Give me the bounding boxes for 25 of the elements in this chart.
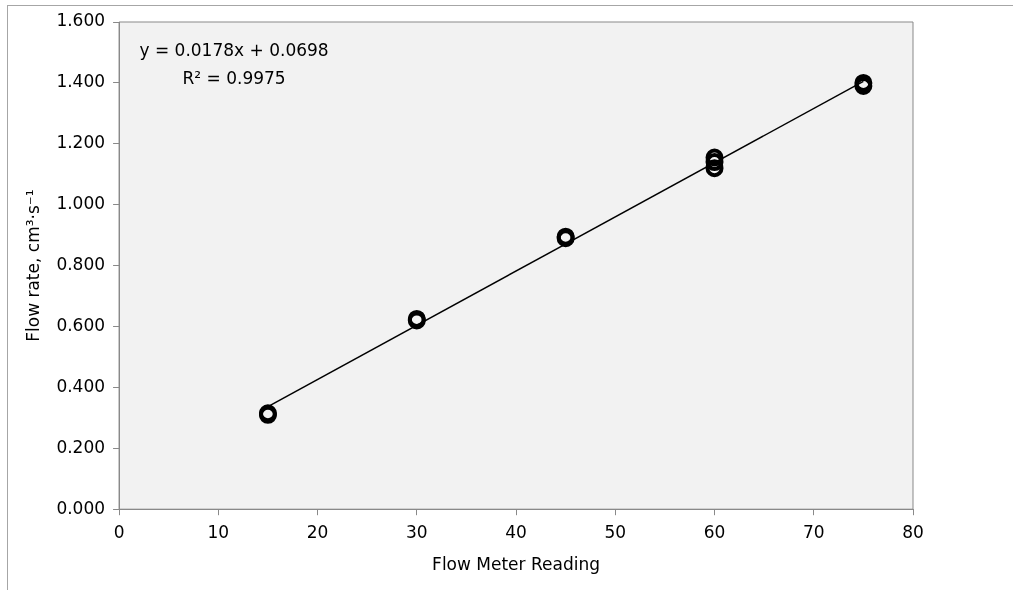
x-tick-label: 20 <box>306 521 329 542</box>
y-tick-label: 0.200 <box>56 436 106 457</box>
y-tick-label: 1.600 <box>56 10 106 31</box>
x-tick-label: 50 <box>604 521 627 542</box>
x-tick-label: 10 <box>207 521 230 542</box>
point <box>705 159 724 178</box>
y-tick-label: 0.800 <box>56 254 106 275</box>
y-tick-label: 0.600 <box>56 314 106 335</box>
x-tick-label: 70 <box>802 521 825 542</box>
annotation: R² = 0.9975 <box>182 68 286 88</box>
x-axis-title: Flow Meter Reading <box>432 554 600 575</box>
x-tick-label: 30 <box>405 521 428 542</box>
x-tick-label: 40 <box>505 521 527 542</box>
point <box>705 148 724 167</box>
y-axis-title: Flow rate, cm³·s⁻¹ <box>22 189 43 342</box>
x-tick-label: 80 <box>902 521 924 542</box>
x-tick-label: 60 <box>703 521 726 542</box>
y-tick-label: 1.200 <box>56 132 106 153</box>
y-tick-label: 0.000 <box>56 497 106 518</box>
x-tick-label: 0 <box>113 521 125 542</box>
y-tick-label: 1.400 <box>56 71 106 92</box>
y-tick-label: 1.000 <box>56 193 106 214</box>
annotation: y = 0.0178x + 0.0698 <box>139 40 329 60</box>
y-tick-label: 0.400 <box>56 375 106 396</box>
point <box>705 153 724 172</box>
